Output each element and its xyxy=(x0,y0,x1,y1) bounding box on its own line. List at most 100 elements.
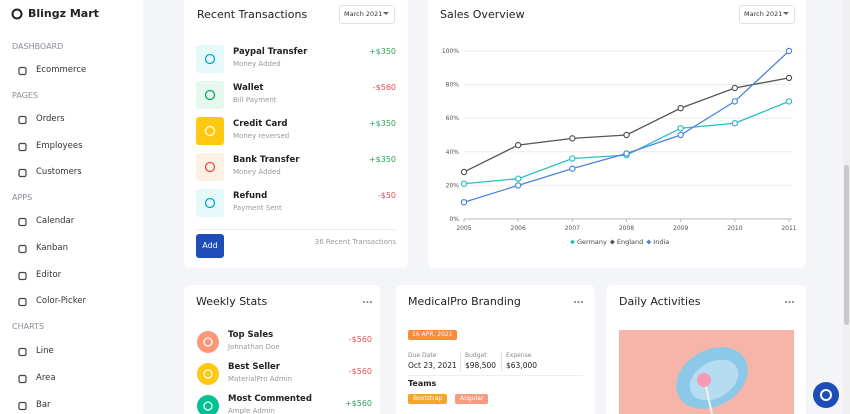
field-value: $98,500 xyxy=(465,361,497,370)
add-button[interactable]: Add xyxy=(196,234,224,258)
series-point xyxy=(731,120,739,127)
series-point xyxy=(514,175,522,182)
sidebar-item[interactable]: Ecommerce xyxy=(36,65,87,75)
dropdown[interactable]: March 2021 xyxy=(339,5,395,24)
legend-marker xyxy=(646,239,652,245)
sidebar-item[interactable]: Orders xyxy=(36,114,65,124)
sidebar-icon xyxy=(18,374,27,384)
transaction-note: Money Added xyxy=(233,60,281,68)
transaction-glyph xyxy=(204,125,216,137)
legend-marker xyxy=(609,239,615,245)
series-point xyxy=(569,165,576,172)
series-point xyxy=(677,125,684,132)
transaction-note: Bill Payment xyxy=(233,96,277,104)
sidebar-item[interactable]: Bar xyxy=(36,400,51,410)
transaction-note: Payment Sent xyxy=(233,204,282,212)
series-line xyxy=(463,100,790,185)
legend-label: India xyxy=(653,238,669,246)
weekly-note: Johnathan Doe xyxy=(228,343,280,351)
divider xyxy=(408,375,583,376)
sidebar-icon xyxy=(18,244,27,254)
weekly-icon xyxy=(197,331,219,353)
sidebar-icon xyxy=(18,271,27,281)
sidebar-item[interactable]: Customers xyxy=(36,167,82,177)
sidebar-heading: DASHBOARD xyxy=(12,42,64,51)
sidebar-item[interactable]: Color-Picker xyxy=(36,296,87,306)
sidebar-icon xyxy=(18,401,27,411)
x-tick-label: 2006 xyxy=(511,225,526,232)
x-tick-label: 2010 xyxy=(727,225,742,232)
menu-dot xyxy=(366,301,369,303)
date-badge: 16 APR, 2021 xyxy=(408,330,457,340)
transaction-glyph xyxy=(204,197,216,209)
weekly-name: Top Sales xyxy=(228,330,274,340)
transaction-icon xyxy=(196,153,224,181)
series-point xyxy=(623,150,630,157)
sales-card xyxy=(428,0,806,268)
sidebar-item[interactable]: Calendar xyxy=(36,216,75,226)
series-point xyxy=(785,74,793,82)
transaction-icon xyxy=(196,81,224,109)
series-point xyxy=(785,98,793,105)
sidebar-heading: CHARTS xyxy=(12,322,45,331)
teams-label: Teams xyxy=(408,379,437,388)
series-point xyxy=(623,131,630,139)
menu-dot xyxy=(788,301,791,303)
transaction-name: Refund xyxy=(233,191,268,201)
weekly-amount: -$560 xyxy=(348,367,372,376)
dropdown-arrow xyxy=(383,12,389,15)
sidebar-icon xyxy=(18,66,27,76)
series-point xyxy=(731,98,739,105)
weekly-amount: -$560 xyxy=(348,335,372,344)
sidebar-item[interactable]: Kanban xyxy=(36,243,69,253)
card-title: Weekly Stats xyxy=(196,295,268,308)
weekly-glyph xyxy=(203,369,213,379)
branding-card xyxy=(396,285,595,414)
y-tick-label: 40% xyxy=(446,149,460,156)
settings-icon xyxy=(820,389,832,401)
series-point xyxy=(731,84,739,92)
sidebar-heading: PAGES xyxy=(12,91,38,100)
transaction-icon xyxy=(196,189,224,217)
field-label: Due Date xyxy=(408,352,437,359)
y-tick-label: 0% xyxy=(449,216,459,223)
sidebar-icon xyxy=(18,115,27,125)
weekly-glyph xyxy=(203,337,213,347)
transaction-glyph xyxy=(204,89,216,101)
transaction-amount: +$350 xyxy=(368,47,396,56)
settings-button[interactable] xyxy=(813,382,839,408)
legend-marker xyxy=(570,239,575,245)
sidebar-heading: APPS xyxy=(12,193,33,202)
transaction-note: Money Added xyxy=(233,168,281,176)
transaction-glyph xyxy=(204,161,216,173)
x-tick-label: 2007 xyxy=(565,225,580,232)
field-value: $63,000 xyxy=(506,361,538,370)
weekly-icon xyxy=(197,363,219,385)
field-separator xyxy=(460,352,461,372)
sidebar-icon xyxy=(18,168,27,178)
sidebar-item[interactable]: Area xyxy=(36,373,56,383)
series-point xyxy=(460,168,468,176)
weekly-card xyxy=(184,285,380,414)
series-point xyxy=(785,47,793,55)
transaction-icon xyxy=(196,45,224,73)
field-label: Expense xyxy=(506,352,532,359)
weekly-note: MaterialPro Admin xyxy=(228,375,293,383)
card-title: MedicalPro Branding xyxy=(408,295,521,308)
weekly-amount: +$560 xyxy=(344,399,372,408)
scroll-thumb[interactable] xyxy=(844,165,849,325)
transaction-amount: +$350 xyxy=(368,155,396,164)
sidebar-item[interactable]: Editor xyxy=(36,270,62,280)
dropdown[interactable]: March 2021 xyxy=(739,5,795,24)
weekly-icon xyxy=(197,395,219,414)
transaction-amount: +$350 xyxy=(368,119,396,128)
sidebar-item[interactable]: Line xyxy=(36,346,54,356)
menu-dot xyxy=(577,301,580,303)
team-tag: Angular xyxy=(455,394,489,404)
menu-dot xyxy=(370,301,372,303)
y-tick-label: 20% xyxy=(446,182,460,189)
sidebar-item[interactable]: Employees xyxy=(36,141,83,151)
x-tick-label: 2011 xyxy=(781,225,796,232)
